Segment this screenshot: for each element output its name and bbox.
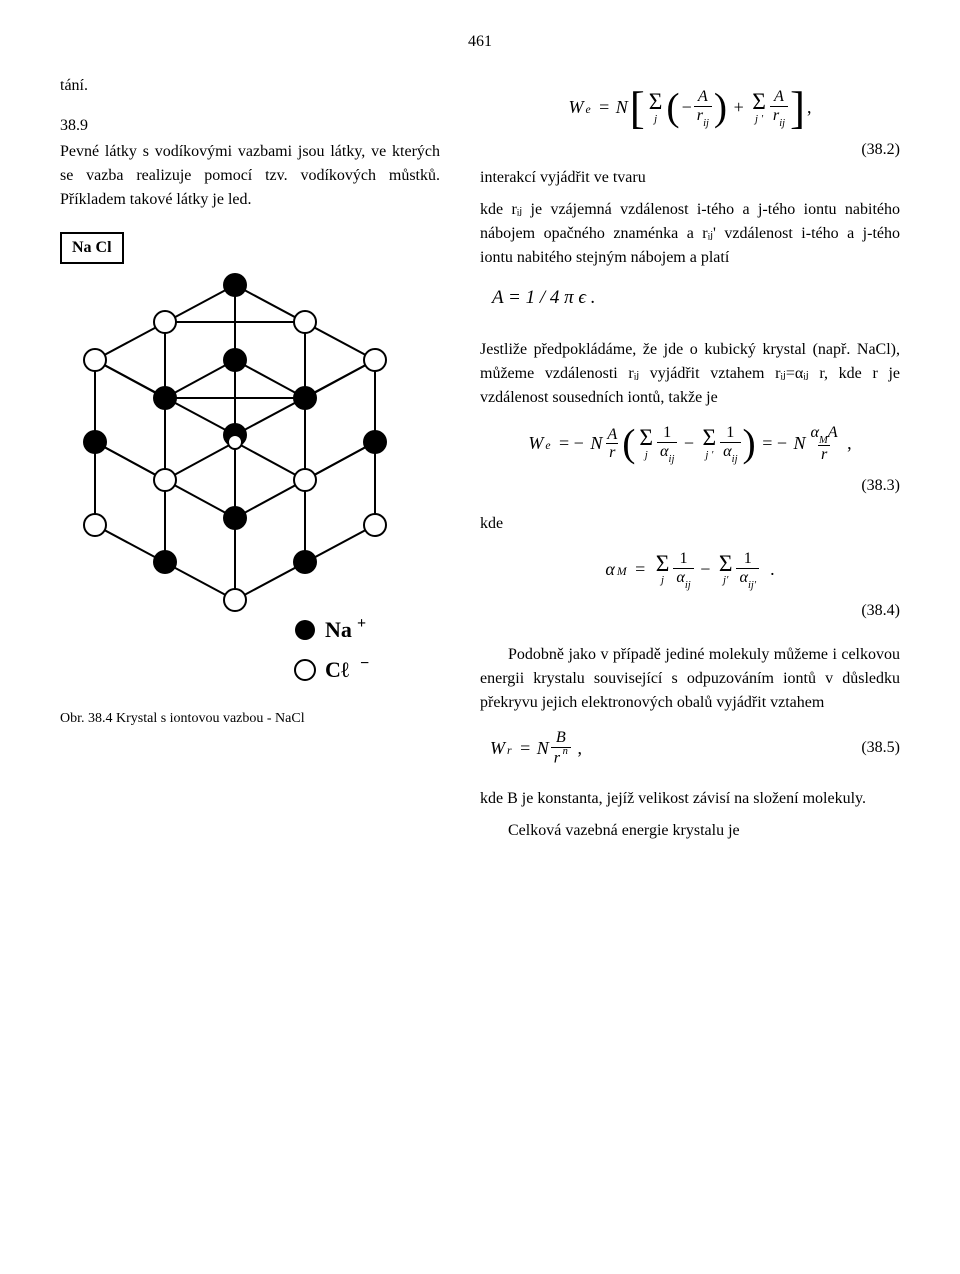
- eq-num-38-5: (38.5): [850, 736, 900, 760]
- para-interakci-1b: kde rᵢⱼ je vzájemná vzdálenost i-tého a …: [480, 198, 900, 270]
- section-number: 38.9: [60, 114, 440, 138]
- svg-text:+: +: [357, 615, 366, 632]
- page-number: 461: [60, 30, 900, 54]
- crystal-diagram-svg: Na + Cℓ −: [60, 270, 420, 700]
- equation-number-38-3: (38.3): [480, 474, 900, 498]
- para-podobne: Podobně jako v případě jediné molekuly m…: [480, 643, 900, 715]
- equation-38-5: Wr = N Br n , (38.5): [480, 729, 900, 767]
- para-jestlize: Jestliže předpokládáme, že jde o kubický…: [480, 338, 900, 410]
- equation-number-38-2: (38.2): [480, 138, 900, 162]
- equation-38-4: αM = Σj 1αij − Σj′ 1αij′ .: [480, 550, 900, 590]
- left-column: tání. 38.9 Pevné látky s vodíkovými vazb…: [60, 74, 440, 851]
- para-celkova: Celková vazebná energie krystalu je: [480, 819, 900, 843]
- svg-text:Cℓ: Cℓ: [325, 657, 349, 682]
- two-column-layout: tání. 38.9 Pevné látky s vodíkovými vazb…: [60, 74, 900, 851]
- equation-38-2: We = N [ Σj ( − Arij ) + Σj ′ Arij ] ,: [480, 88, 900, 128]
- eq-num-38-4: (38.4): [850, 599, 900, 623]
- para-vodikove: Pevné látky s vodíkovými vazbami jsou lá…: [60, 140, 440, 212]
- equation-A-def: A = 1 / 4 π ϵ .: [480, 284, 900, 313]
- equation-number-38-4: (38.4): [480, 599, 900, 623]
- equation-38-3: We = − N Ar ( Σj 1αij − Σj ′ 1αij ) = − …: [480, 424, 900, 464]
- eq-num-38-2: (38.2): [850, 138, 900, 162]
- para-interakci-1a: interakcí vyjádřit ve tvaru: [480, 166, 900, 190]
- eq-num-38-3: (38.3): [850, 474, 900, 498]
- figure-caption: Obr. 38.4 Krystal s iontovou vazbou - Na…: [60, 708, 440, 729]
- para-kde-b: kde B je konstanta, jejíž velikost závis…: [480, 787, 900, 811]
- svg-text:−: −: [360, 655, 369, 672]
- eq-A-text: A = 1 / 4 π ϵ .: [492, 284, 596, 313]
- bottom-paragraphs: Podobně jako v případě jediné molekuly m…: [480, 643, 900, 843]
- para-kde: kde: [480, 512, 900, 536]
- svg-text:Na: Na: [325, 617, 352, 642]
- para-tani: tání.: [60, 74, 440, 98]
- right-column: We = N [ Σj ( − Arij ) + Σj ′ Arij ] , (…: [480, 74, 900, 851]
- figure-nacl-crystal: Na Cl: [60, 232, 440, 729]
- figure-inset-label: Na Cl: [60, 232, 124, 264]
